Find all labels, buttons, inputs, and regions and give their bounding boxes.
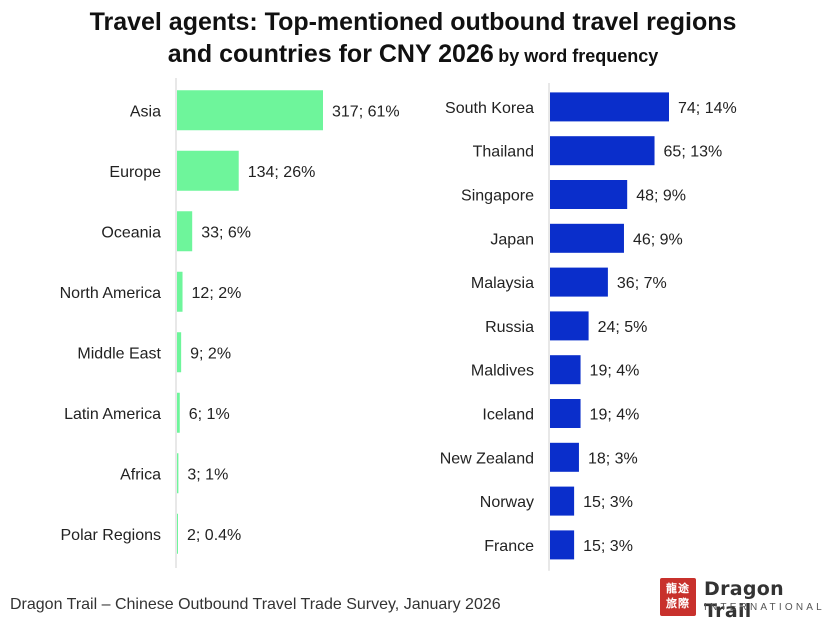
region-data-label: 6; 1%: [189, 406, 230, 423]
country-data-label: 74; 14%: [678, 100, 737, 117]
country-bar-iceland: [550, 399, 581, 428]
logo-tagline: INTERNATIONAL: [704, 602, 825, 613]
country-category-label: Iceland: [482, 407, 534, 424]
country-category-label: Norway: [480, 494, 534, 511]
country-data-label: 24; 5%: [598, 319, 648, 336]
region-bar-middle-east: [177, 332, 182, 373]
region-data-label: 2; 0.4%: [187, 527, 241, 544]
country-category-label: Malaysia: [471, 275, 534, 292]
country-bar-japan: [550, 223, 624, 253]
chart-title: Travel agents: Top-mentioned outbound tr…: [0, 6, 826, 74]
region-data-label: 317; 61%: [332, 103, 400, 120]
region-bar-europe: [177, 150, 239, 191]
country-bar-south-korea: [550, 92, 669, 122]
country-category-label: Russia: [485, 319, 534, 336]
region-category-label: North America: [60, 285, 161, 302]
country-bar-russia: [550, 311, 589, 341]
country-category-label: Japan: [490, 231, 534, 248]
country-data-label: 19; 4%: [590, 363, 640, 380]
region-category-label: Oceania: [101, 224, 161, 241]
region-category-label: Africa: [120, 466, 161, 483]
country-bar-maldives: [550, 355, 581, 385]
country-category-label: New Zealand: [440, 450, 534, 467]
chart-subtitle: by word frequency: [498, 46, 659, 66]
country-bar-norway: [550, 486, 575, 516]
country-data-label: 19; 4%: [590, 407, 640, 424]
region-bar-latin-america: [177, 392, 180, 433]
country-category-label: Maldives: [471, 363, 534, 380]
country-bar-new-zealand: [550, 442, 579, 472]
country-data-label: 65; 13%: [664, 144, 723, 161]
chart-title-line1: Travel agents: Top-mentioned outbound tr…: [89, 8, 737, 36]
region-data-label: 134; 26%: [248, 164, 316, 181]
region-category-label: Middle East: [77, 345, 161, 362]
country-data-label: 36; 7%: [617, 275, 667, 292]
region-data-label: 9; 2%: [190, 345, 231, 362]
country-category-label: South Korea: [445, 100, 534, 117]
region-data-label: 12; 2%: [192, 285, 242, 302]
region-bar-north-america: [177, 271, 183, 312]
country-bar-singapore: [550, 180, 628, 209]
region-category-label: Polar Regions: [61, 527, 162, 544]
region-category-label: Latin America: [64, 406, 161, 423]
country-bar-malaysia: [550, 267, 608, 297]
region-category-label: Europe: [109, 164, 161, 181]
region-bar-africa: [177, 453, 179, 494]
region-bar-oceania: [177, 211, 193, 252]
country-category-label: France: [484, 538, 534, 555]
dragon-trail-logo: 龍途 旅際 Dragon Trail INTERNATIONAL: [660, 576, 822, 622]
country-bar-thailand: [550, 136, 655, 166]
region-data-label: 33; 6%: [201, 224, 251, 241]
dragon-trail-seal-icon: 龍途 旅際: [660, 578, 696, 616]
country-category-label: Singapore: [461, 188, 534, 205]
region-bar-polar-regions: [177, 513, 178, 554]
region-bar-asia: [177, 90, 323, 131]
country-data-label: 18; 3%: [588, 450, 638, 467]
logo-name: Dragon Trail: [704, 578, 784, 622]
country-category-label: Thailand: [473, 144, 534, 161]
chart-title-line2: and countries for CNY 2026: [167, 40, 494, 68]
country-bar-france: [550, 530, 575, 560]
country-data-label: 15; 3%: [583, 538, 633, 555]
source-note: Dragon Trail – Chinese Outbound Travel T…: [10, 596, 501, 613]
region-category-label: Asia: [130, 103, 161, 120]
country-data-label: 15; 3%: [583, 494, 633, 511]
country-data-label: 46; 9%: [633, 231, 683, 248]
country-data-label: 48; 9%: [636, 188, 686, 205]
region-data-label: 3; 1%: [187, 466, 228, 483]
